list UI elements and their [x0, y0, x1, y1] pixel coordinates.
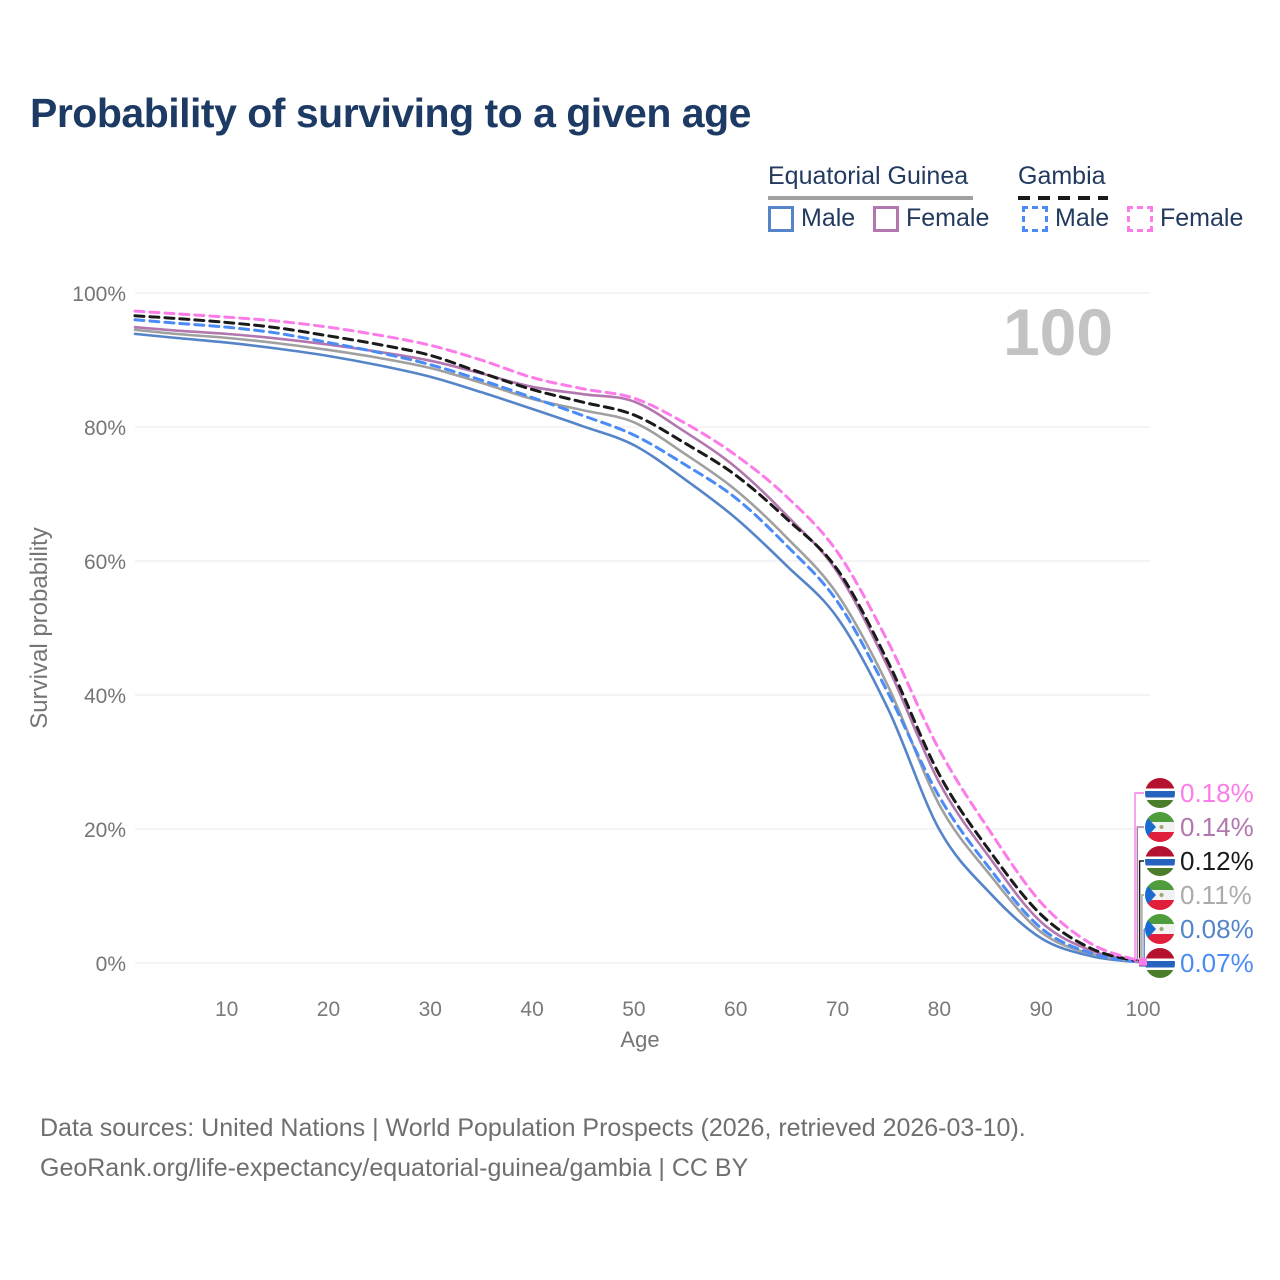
- end-value-label: 0.12%: [1180, 846, 1254, 876]
- series-line-equatorial-guinea-male[interactable]: [133, 332, 1145, 964]
- endpoint-marker: [1139, 957, 1147, 966]
- x-tick-label: 90: [1030, 998, 1053, 1021]
- y-tick-label: 100%: [72, 283, 126, 306]
- chart-footer: Data sources: United Nations | World Pop…: [40, 1108, 1026, 1188]
- series-line-equatorial-guinea-female[interactable]: [133, 325, 1145, 964]
- eg-male-swatch-icon: [768, 205, 794, 232]
- flag-icon-gambia: [1145, 846, 1175, 876]
- legend-item-gambia-male[interactable]: Male: [1022, 204, 1109, 233]
- legend-item-gambia-female[interactable]: Female: [1127, 204, 1243, 233]
- flag-icon-equatorial-guinea: [1145, 812, 1175, 842]
- end-value-label: 0.07%: [1180, 948, 1254, 978]
- legend-dashed-line-sample: [1018, 196, 1108, 200]
- legend-group-gambia[interactable]: Gambia: [1018, 162, 1108, 200]
- end-value-label: 0.14%: [1180, 812, 1254, 842]
- attribution-text: GeoRank.org/life-expectancy/equatorial-g…: [40, 1154, 749, 1182]
- legend: Equatorial Guinea Gambia Male Female Mal…: [0, 0, 1280, 250]
- legend-item-eg-male[interactable]: Male: [768, 204, 855, 233]
- end-label-connector-line: [1143, 928, 1145, 964]
- legend-group-label: Equatorial Guinea: [768, 162, 969, 190]
- survival-probability-chart: 0% 20% 40% 60% 80% 100% 10 20 30 40 50 60 70 80 90 100 A…: [26, 283, 1254, 1052]
- legend-group-equatorial-guinea[interactable]: Equatorial Guinea: [768, 162, 973, 200]
- y-tick-label: 40%: [84, 685, 126, 708]
- legend-item-label: Male: [801, 204, 856, 232]
- watermark-age: 100: [1003, 295, 1113, 369]
- flag-icon-gambia: [1145, 778, 1175, 808]
- y-tick-label: 60%: [84, 551, 126, 574]
- flag-icon-gambia: [1145, 948, 1175, 978]
- x-tick-label: 20: [317, 998, 340, 1021]
- legend-item-label: Male: [1055, 204, 1110, 232]
- legend-item-label: Female: [1160, 204, 1244, 232]
- x-tick-label: 80: [928, 998, 951, 1021]
- y-tick-label: 20%: [84, 819, 126, 842]
- legend-item-eg-female[interactable]: Female: [873, 204, 989, 233]
- flag-icon-equatorial-guinea: [1145, 880, 1175, 910]
- series-line-gambia-both[interactable]: [133, 314, 1145, 964]
- legend-group-label: Gambia: [1018, 162, 1106, 190]
- series-line-gambia-female[interactable]: [133, 309, 1145, 964]
- y-tick-label: 0%: [96, 953, 126, 976]
- end-value-label: 0.11%: [1180, 880, 1252, 910]
- legend-solid-line-sample: [768, 196, 973, 200]
- series-line-equatorial-guinea-both[interactable]: [133, 328, 1145, 964]
- y-tick-label: 80%: [84, 417, 126, 440]
- x-tick-label: 70: [826, 998, 849, 1021]
- data-sources-text: Data sources: United Nations | World Pop…: [40, 1114, 1026, 1142]
- page-title: Probability of surviving to a given age: [30, 90, 751, 136]
- end-value-label: 0.18%: [1180, 778, 1254, 808]
- eg-female-swatch-icon: [873, 205, 899, 232]
- legend-item-label: Female: [906, 204, 990, 232]
- x-tick-label: 60: [724, 998, 747, 1021]
- x-tick-label: 100: [1125, 998, 1160, 1021]
- x-axis-title: Age: [620, 1027, 659, 1052]
- x-tick-label: 50: [622, 998, 645, 1021]
- flag-icon-equatorial-guinea: [1145, 914, 1175, 944]
- x-tick-label: 10: [215, 998, 238, 1021]
- series-line-gambia-male[interactable]: [133, 318, 1145, 965]
- x-tick-label: 40: [520, 998, 543, 1021]
- x-tick-label: 30: [419, 998, 442, 1021]
- gambia-female-swatch-icon: [1127, 205, 1153, 232]
- gambia-male-swatch-icon: [1022, 205, 1048, 232]
- y-axis-title: Survival probability: [26, 527, 53, 728]
- end-value-label: 0.08%: [1180, 914, 1254, 944]
